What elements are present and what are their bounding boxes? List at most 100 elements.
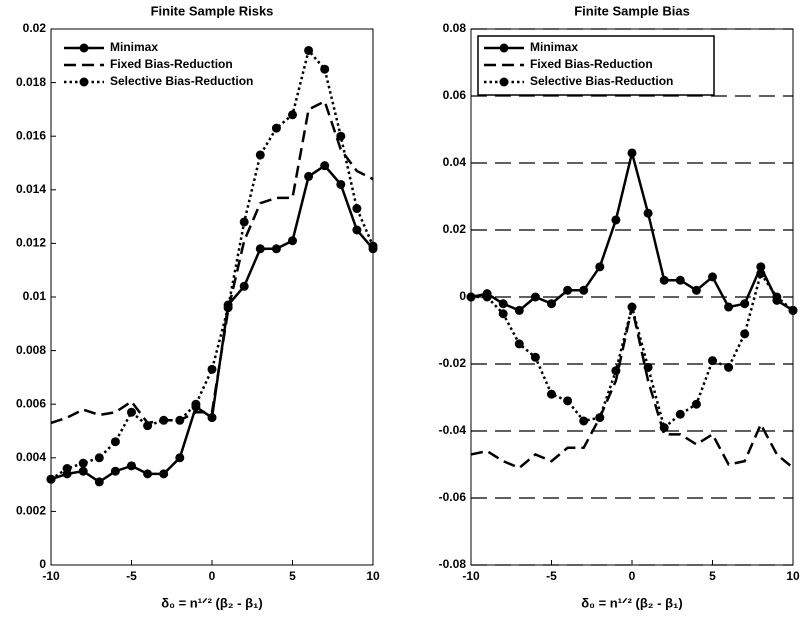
series-line (50, 164, 374, 484)
point (62, 464, 72, 474)
point (288, 110, 297, 120)
legend-label: Minimax (530, 40, 578, 54)
point (191, 399, 201, 409)
point (498, 299, 508, 309)
point (46, 474, 56, 484)
point (595, 413, 605, 423)
point (127, 407, 136, 417)
y-tick-label: 0.002 (16, 504, 46, 518)
point (78, 458, 88, 468)
point (466, 292, 476, 302)
x-tick-label: 10 (786, 569, 800, 583)
chart-title: Finite Sample Bias (574, 3, 690, 18)
point (159, 415, 169, 425)
point (627, 148, 637, 158)
x-tick-label: 0 (629, 569, 636, 583)
point (547, 389, 556, 399)
y-tick-label: 0.012 (16, 236, 46, 250)
legend-marker (79, 77, 89, 87)
point (708, 356, 717, 366)
point (659, 275, 669, 285)
point (94, 453, 104, 463)
point (271, 123, 281, 133)
y-tick-label: 0.018 (16, 75, 46, 89)
series-line (50, 99, 374, 425)
y-tick-label: 0.006 (16, 396, 46, 410)
point (175, 415, 185, 425)
x-tick-label: 10 (366, 569, 380, 583)
y-tick-label: 0.04 (443, 155, 467, 169)
point (756, 262, 766, 272)
point (288, 236, 297, 246)
y-tick-label: 0.014 (16, 182, 46, 196)
point (352, 204, 362, 214)
point (207, 413, 217, 423)
point (78, 466, 88, 476)
point (611, 215, 621, 225)
point (691, 285, 701, 295)
point (110, 437, 120, 447)
legend-label: Fixed Bias-Reduction (110, 57, 233, 71)
point (563, 396, 573, 406)
point (127, 461, 136, 471)
point (175, 453, 185, 463)
legend-label: Selective Bias-Reduction (110, 74, 253, 88)
point (675, 275, 685, 285)
point (627, 302, 637, 312)
point (239, 217, 249, 227)
y-tick-label: 0.02 (443, 222, 467, 236)
legend-label: Fixed Bias-Reduction (530, 57, 653, 71)
point (675, 409, 685, 419)
point (336, 179, 346, 189)
point (724, 302, 734, 312)
point (740, 299, 750, 309)
y-tick-label: 0.01 (23, 289, 47, 303)
point (304, 45, 314, 55)
legend-marker (499, 43, 509, 53)
point (579, 416, 589, 426)
point (659, 423, 669, 433)
y-tick-label: 0.008 (16, 343, 46, 357)
point (255, 150, 265, 160)
series-line (470, 152, 794, 312)
y-tick-label: -0.08 (439, 557, 467, 571)
x-tick-label: 5 (289, 569, 296, 583)
point (207, 364, 217, 374)
point (498, 309, 508, 319)
x-tick-label: -5 (546, 569, 557, 583)
x-tick-label: -5 (126, 569, 137, 583)
x-axis-label: δ₀ = n¹ᐟ² (β₂ - β₁) (581, 595, 683, 610)
point (643, 362, 653, 372)
point (320, 64, 330, 74)
point (239, 281, 249, 291)
x-tick-label: -10 (462, 569, 480, 583)
legend-marker (499, 77, 509, 87)
point (788, 305, 798, 315)
point (547, 299, 556, 309)
point (756, 269, 766, 279)
point (530, 292, 540, 302)
point (336, 131, 346, 141)
y-tick-label: 0 (39, 557, 46, 571)
point (271, 244, 281, 254)
y-tick-label: 0.004 (16, 450, 46, 464)
x-tick-label: -10 (42, 569, 60, 583)
point (514, 305, 524, 315)
point (304, 171, 314, 181)
point (691, 399, 701, 409)
y-tick-label: -0.06 (439, 490, 467, 504)
legend-box (477, 35, 715, 96)
y-tick-label: -0.04 (439, 423, 467, 437)
y-tick-label: 0.08 (443, 21, 467, 35)
point (482, 292, 492, 302)
y-tick-label: -0.02 (439, 356, 467, 370)
point (579, 285, 589, 295)
point (772, 292, 782, 302)
point (320, 161, 330, 171)
legend-label: Minimax (110, 40, 158, 54)
point (223, 303, 233, 313)
point (94, 477, 104, 487)
legend-label: Selective Bias-Reduction (530, 74, 673, 88)
point (352, 225, 362, 235)
